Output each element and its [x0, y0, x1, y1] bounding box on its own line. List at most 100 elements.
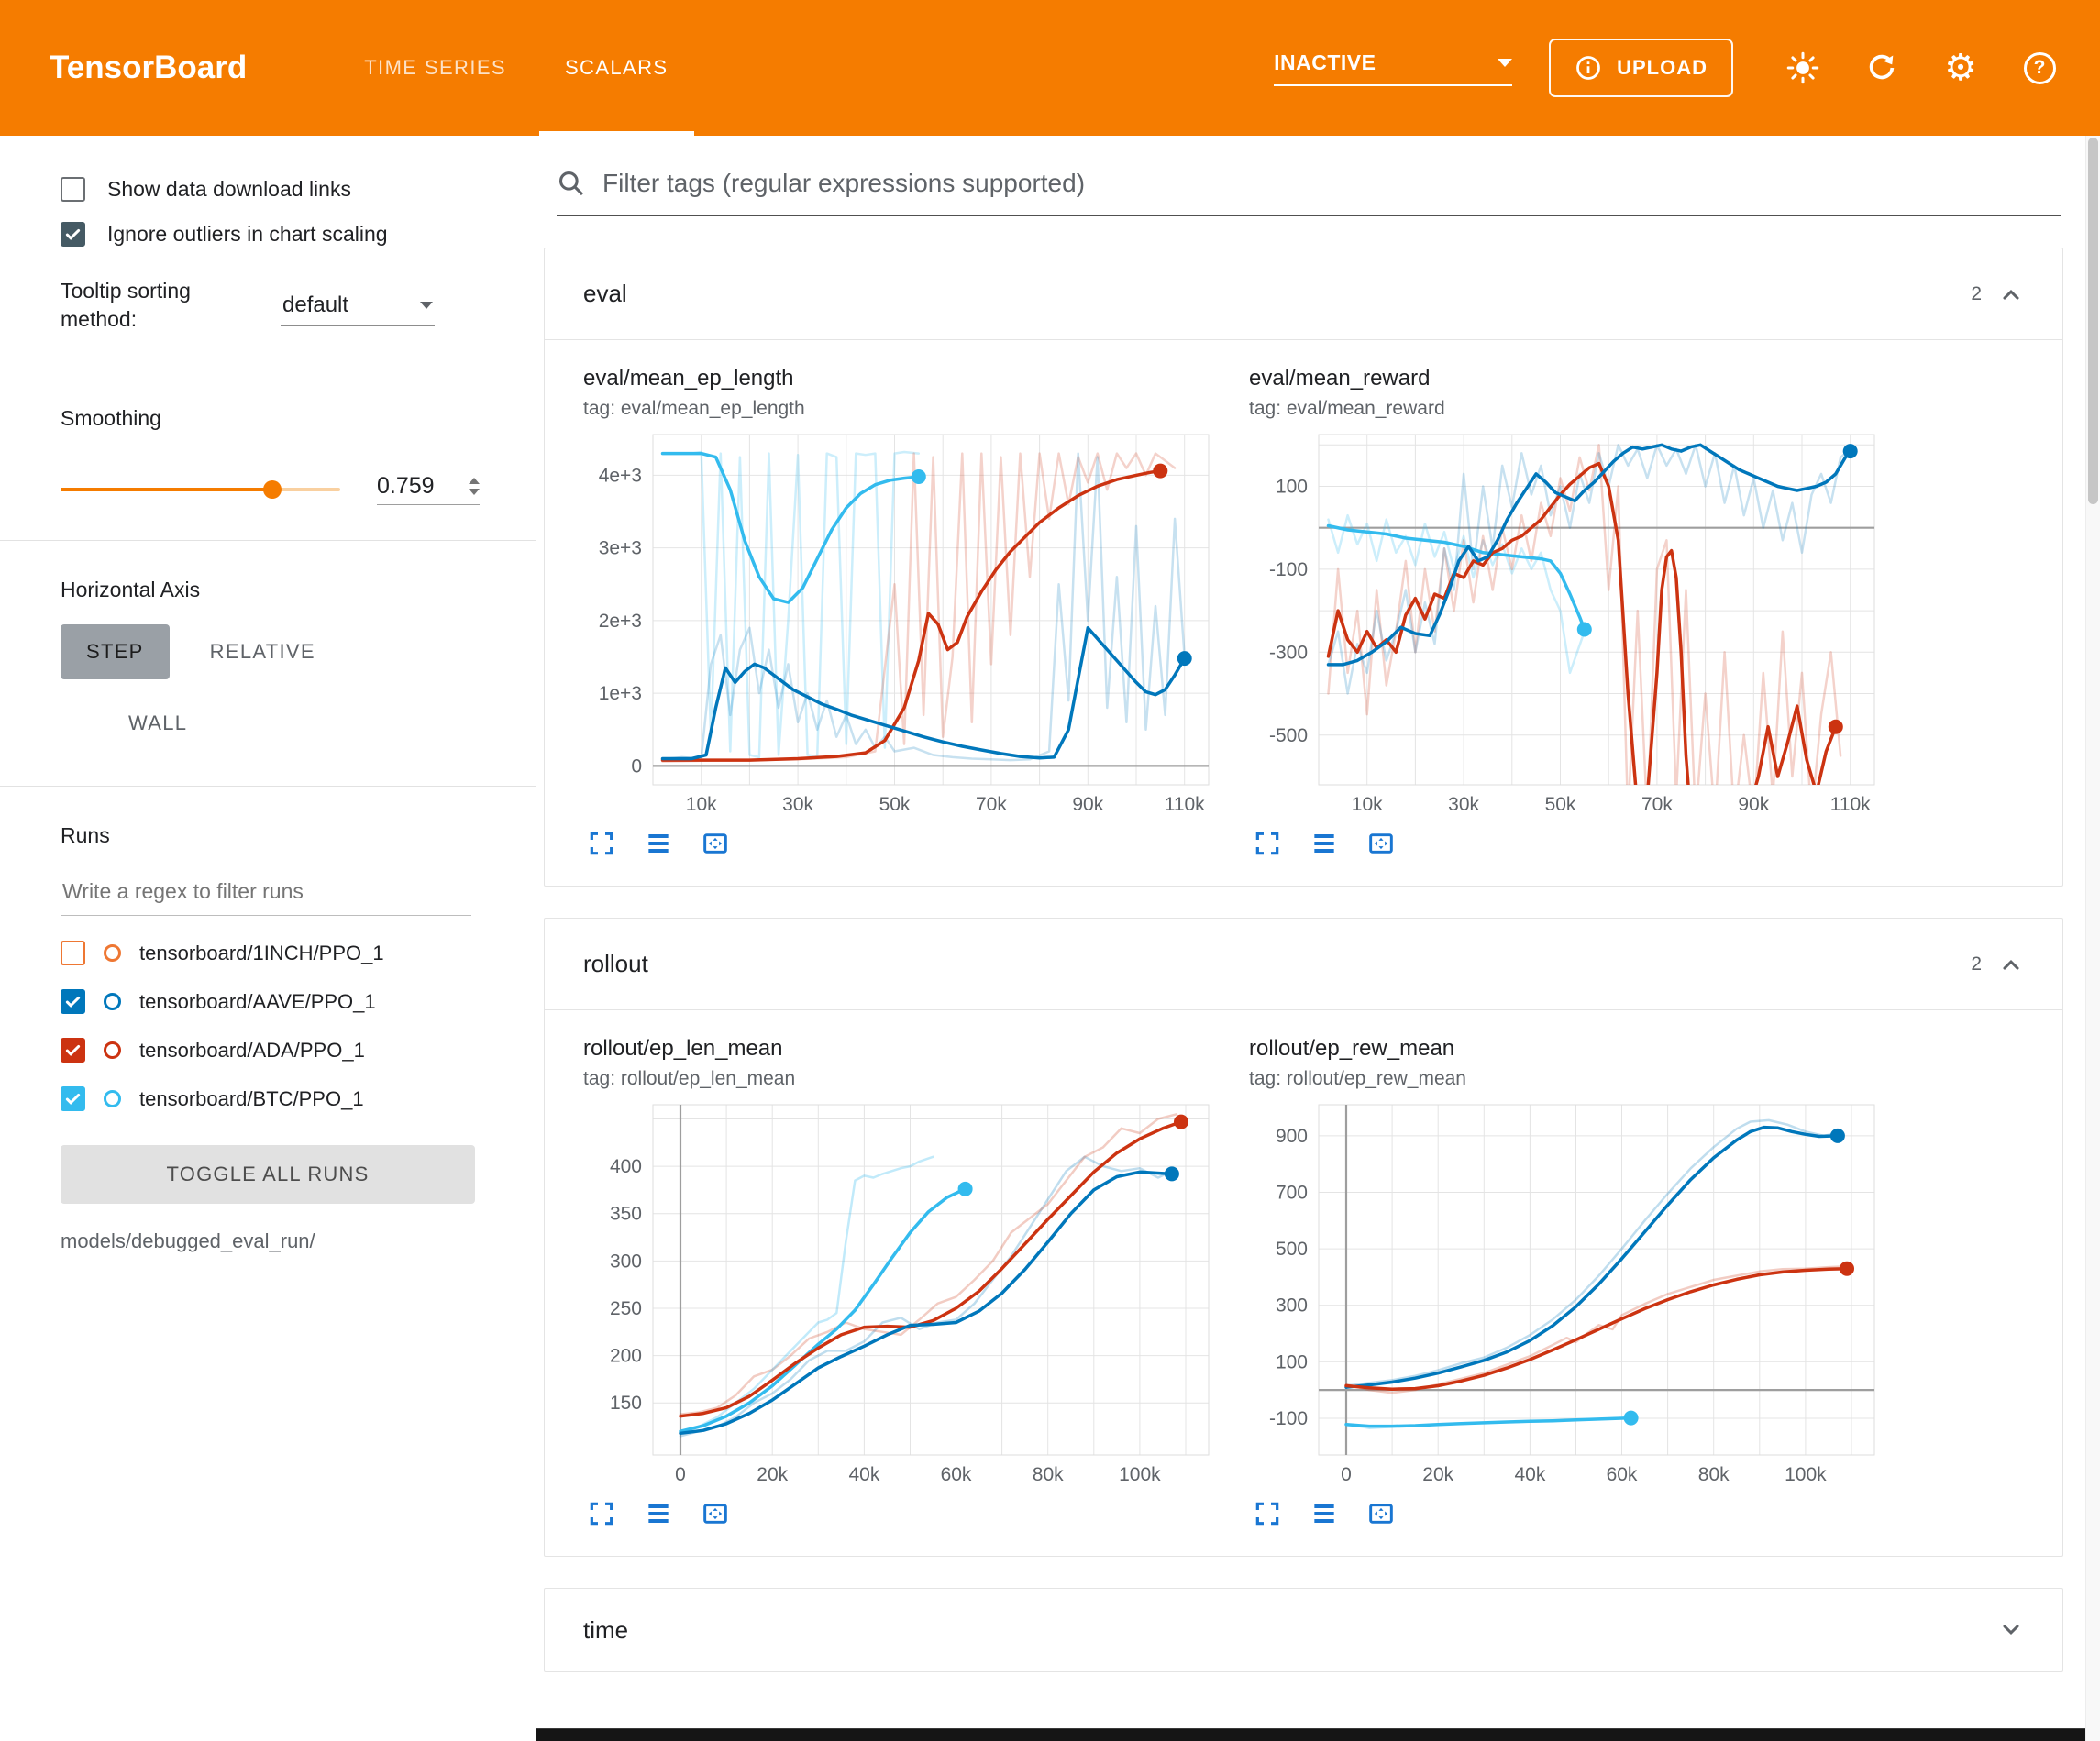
- svg-text:-100: -100: [1269, 1408, 1308, 1429]
- tooltip-sorting-value: default: [282, 292, 349, 317]
- settings-button[interactable]: ⚙: [1940, 48, 1981, 88]
- chevron-up-icon[interactable]: [1998, 281, 2024, 307]
- svg-text:10k: 10k: [686, 794, 717, 815]
- runs-root-path: models/debugged_eval_run/: [61, 1229, 315, 1253]
- svg-text:0: 0: [675, 1464, 686, 1485]
- line-chart-eval-mean-ep-length[interactable]: 10k 30k 50k 70k 90k 110k 0 1e+3 2e+3 3e+3 4e+3: [572, 425, 1214, 820]
- show-download-links-option[interactable]: Show data download links: [0, 167, 536, 212]
- svg-text:500: 500: [1276, 1239, 1308, 1260]
- axis-wall-button[interactable]: WALL: [103, 696, 213, 751]
- reload-data-button[interactable]: [1862, 48, 1902, 88]
- smoothing-slider-fill: [61, 487, 273, 491]
- chart-card-rollout-ep-rew-mean: rollout/ep_rew_mean tag: rollout/ep_rew_…: [1238, 1036, 1891, 1528]
- check-icon: [65, 1045, 81, 1056]
- show-download-links-checkbox[interactable]: [61, 177, 85, 202]
- run-name: tensorboard/ADA/PPO_1: [139, 1038, 365, 1062]
- svg-text:50k: 50k: [879, 794, 911, 815]
- ignore-outliers-option[interactable]: Ignore outliers in chart scaling: [0, 212, 536, 257]
- tab-time-series[interactable]: TIME SERIES: [364, 56, 506, 79]
- section-eval-header[interactable]: eval 2: [545, 248, 2062, 340]
- svg-text:4e+3: 4e+3: [599, 465, 642, 486]
- tab-scalars[interactable]: SCALARS: [536, 0, 698, 136]
- help-button[interactable]: ?: [2019, 48, 2060, 88]
- fit-domain-icon[interactable]: [701, 1499, 730, 1528]
- chart-toolbar: [1253, 1499, 1891, 1528]
- svg-text:40k: 40k: [1514, 1464, 1545, 1485]
- chart-tag: tag: eval/mean_reward: [1249, 398, 1445, 419]
- chart-title: eval/mean_reward: [1249, 366, 1431, 391]
- run-checkbox[interactable]: [61, 1086, 85, 1112]
- svg-text:250: 250: [610, 1298, 642, 1319]
- axis-relative-button[interactable]: RELATIVE: [184, 624, 341, 679]
- upload-status-label: INACTIVE: [1274, 50, 1376, 74]
- data-table-icon[interactable]: [644, 1499, 673, 1528]
- run-checkbox[interactable]: [61, 989, 85, 1015]
- svg-text:700: 700: [1276, 1183, 1308, 1204]
- ignore-outliers-label: Ignore outliers in chart scaling: [107, 222, 388, 246]
- upload-status-dropdown[interactable]: INACTIVE: [1274, 50, 1513, 86]
- upload-button[interactable]: UPLOAD: [1549, 39, 1733, 97]
- svg-text:100k: 100k: [1785, 1464, 1827, 1485]
- check-icon: [65, 997, 81, 1008]
- section-title: eval: [583, 280, 627, 307]
- line-chart-eval-mean-reward[interactable]: 10k 30k 50k 70k 90k 110k 100 -100 -300 -500: [1238, 425, 1880, 820]
- top-app-bar: TensorBoard TIME SERIES SCALARS INACTIVE…: [0, 0, 2100, 136]
- toggle-all-runs-button[interactable]: TOGGLE ALL RUNS: [61, 1145, 475, 1205]
- smoothing-value-input[interactable]: [377, 473, 480, 506]
- stepper-up-icon[interactable]: [469, 478, 480, 485]
- smoothing-stepper[interactable]: [469, 478, 480, 496]
- svg-text:60k: 60k: [1607, 1464, 1638, 1485]
- tooltip-sorting-select[interactable]: default: [281, 285, 435, 326]
- run-row-btc[interactable]: tensorboard/BTC/PPO_1: [61, 1074, 491, 1123]
- smoothing-value-field[interactable]: [377, 473, 445, 501]
- main-scrollbar[interactable]: [2085, 136, 2100, 1741]
- section-time: time: [544, 1588, 2063, 1672]
- brightness-toggle-button[interactable]: [1783, 48, 1823, 88]
- expand-chart-icon[interactable]: [587, 829, 616, 858]
- section-time-header[interactable]: time: [545, 1589, 2062, 1671]
- section-rollout-header[interactable]: rollout 2: [545, 919, 2062, 1010]
- run-row-aave[interactable]: tensorboard/AAVE/PPO_1: [61, 977, 491, 1026]
- fit-domain-icon[interactable]: [701, 829, 730, 858]
- fit-domain-icon[interactable]: [1366, 829, 1396, 858]
- run-row-ada[interactable]: tensorboard/ADA/PPO_1: [61, 1026, 491, 1074]
- tag-filter-input[interactable]: [602, 169, 2061, 198]
- expand-chart-icon[interactable]: [1253, 829, 1282, 858]
- section-title: time: [583, 1615, 629, 1644]
- fit-domain-icon[interactable]: [1366, 1499, 1396, 1528]
- refresh-icon: [1869, 54, 1895, 80]
- data-table-icon[interactable]: [1310, 829, 1339, 858]
- expand-chart-icon[interactable]: [1253, 1499, 1282, 1528]
- tooltip-sorting-label: Tooltip sorting method:: [61, 279, 191, 332]
- runs-section: Runs tensorboard/1INCH/PPO_1: [0, 787, 536, 1253]
- smoothing-slider-thumb[interactable]: [263, 479, 282, 499]
- line-chart-rollout-ep-rew-mean[interactable]: 0 20k 40k 60k 80k 100k 900 700 500 300 100 -100: [1238, 1096, 1880, 1490]
- svg-text:30k: 30k: [1448, 794, 1479, 815]
- svg-text:300: 300: [610, 1251, 642, 1272]
- run-row-1inch[interactable]: tensorboard/1INCH/PPO_1: [61, 929, 491, 977]
- chevron-down-icon[interactable]: [1998, 1617, 2024, 1643]
- stepper-down-icon[interactable]: [469, 489, 480, 496]
- dashboard-main: eval 2 eval/mean_ep_length tag: eval/mea…: [536, 136, 2085, 1741]
- svg-text:80k: 80k: [1033, 1464, 1064, 1485]
- run-checkbox[interactable]: [61, 941, 85, 966]
- sidebar-divider: [0, 786, 536, 788]
- svg-text:40k: 40k: [848, 1464, 879, 1485]
- upload-button-label: UPLOAD: [1617, 56, 1708, 79]
- scrollbar-thumb[interactable]: [2088, 138, 2098, 504]
- expand-chart-icon[interactable]: [587, 1499, 616, 1528]
- ignore-outliers-checkbox[interactable]: [61, 222, 85, 247]
- data-table-icon[interactable]: [644, 829, 673, 858]
- run-checkbox[interactable]: [61, 1038, 85, 1063]
- axis-step-button[interactable]: STEP: [61, 624, 170, 680]
- chevron-up-icon[interactable]: [1998, 952, 2024, 977]
- chart-card-eval-mean-reward: eval/mean_reward tag: eval/mean_reward 1…: [1238, 366, 1891, 858]
- section-title: rollout: [583, 950, 648, 977]
- smoothing-slider[interactable]: [61, 479, 340, 499]
- caret-down-icon: [420, 301, 433, 309]
- runs-filter-input[interactable]: [61, 872, 471, 917]
- svg-text:110k: 110k: [1830, 794, 1871, 815]
- data-table-icon[interactable]: [1310, 1499, 1339, 1528]
- line-chart-rollout-ep-len-mean[interactable]: 0 20k 40k 60k 80k 100k 150 200 250 300 350 400: [572, 1096, 1214, 1490]
- check-icon: [65, 228, 81, 240]
